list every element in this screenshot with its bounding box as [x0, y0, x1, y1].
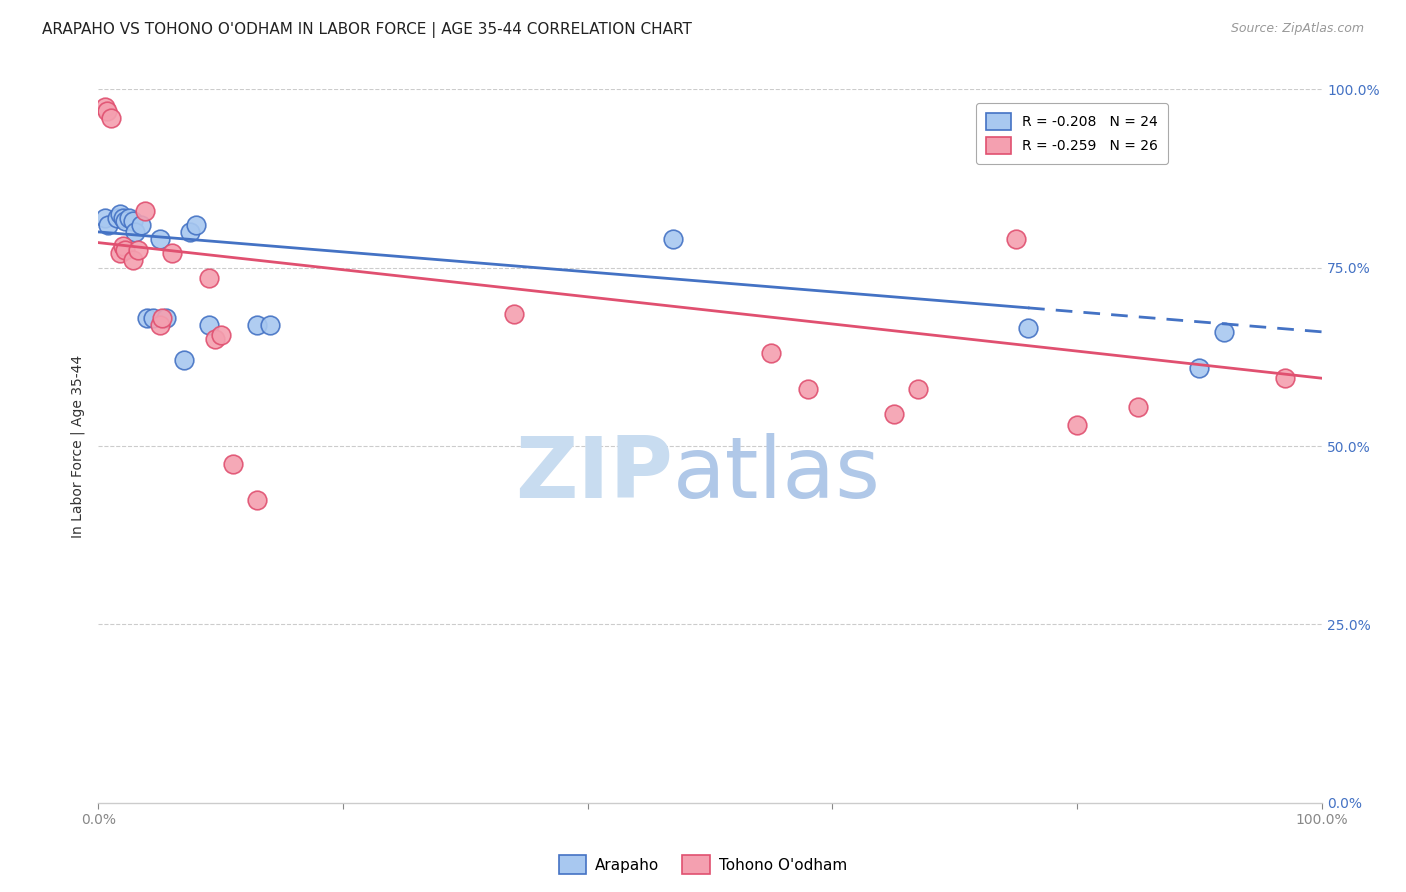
Point — [173, 353, 195, 368]
Point — [179, 225, 201, 239]
Point — [503, 307, 526, 321]
Point — [662, 232, 685, 246]
Point — [197, 318, 219, 332]
Point — [111, 239, 134, 253]
Point — [1188, 360, 1211, 375]
Text: atlas: atlas — [673, 433, 882, 516]
Point — [142, 310, 165, 325]
Point — [134, 203, 156, 218]
Text: Source: ZipAtlas.com: Source: ZipAtlas.com — [1230, 22, 1364, 36]
Point — [1017, 321, 1039, 335]
Point — [204, 332, 226, 346]
Point — [222, 457, 245, 471]
Point — [97, 218, 120, 232]
Point — [907, 382, 929, 396]
Point — [114, 214, 136, 228]
Point — [149, 318, 172, 332]
Point — [1066, 417, 1088, 432]
Point — [155, 310, 177, 325]
Point — [93, 100, 115, 114]
Point — [209, 328, 232, 343]
Point — [105, 211, 128, 225]
Point — [160, 246, 183, 260]
Legend: R = -0.208   N = 24, R = -0.259   N = 26: R = -0.208 N = 24, R = -0.259 N = 26 — [977, 103, 1168, 163]
Point — [127, 243, 149, 257]
Point — [883, 407, 905, 421]
Point — [797, 382, 820, 396]
Text: ZIP: ZIP — [516, 433, 673, 516]
Point — [129, 218, 152, 232]
Point — [186, 218, 208, 232]
Point — [111, 211, 134, 225]
Point — [114, 243, 136, 257]
Point — [259, 318, 281, 332]
Point — [110, 246, 132, 260]
Point — [96, 103, 118, 118]
Point — [197, 271, 219, 285]
Point — [124, 225, 146, 239]
Point — [761, 346, 783, 360]
Point — [118, 211, 141, 225]
Point — [1212, 325, 1234, 339]
Point — [1128, 400, 1150, 414]
Legend: Arapaho, Tohono O'odham: Arapaho, Tohono O'odham — [553, 849, 853, 880]
Point — [121, 253, 143, 268]
Point — [100, 111, 122, 125]
Point — [150, 310, 173, 325]
Point — [110, 207, 132, 221]
Point — [1274, 371, 1296, 385]
Point — [136, 310, 159, 325]
Point — [1004, 232, 1026, 246]
Point — [246, 492, 269, 507]
Point — [93, 211, 115, 225]
Point — [121, 214, 143, 228]
Point — [149, 232, 172, 246]
Point — [246, 318, 269, 332]
Y-axis label: In Labor Force | Age 35-44: In Labor Force | Age 35-44 — [70, 354, 84, 538]
Text: ARAPAHO VS TOHONO O'ODHAM IN LABOR FORCE | AGE 35-44 CORRELATION CHART: ARAPAHO VS TOHONO O'ODHAM IN LABOR FORCE… — [42, 22, 692, 38]
